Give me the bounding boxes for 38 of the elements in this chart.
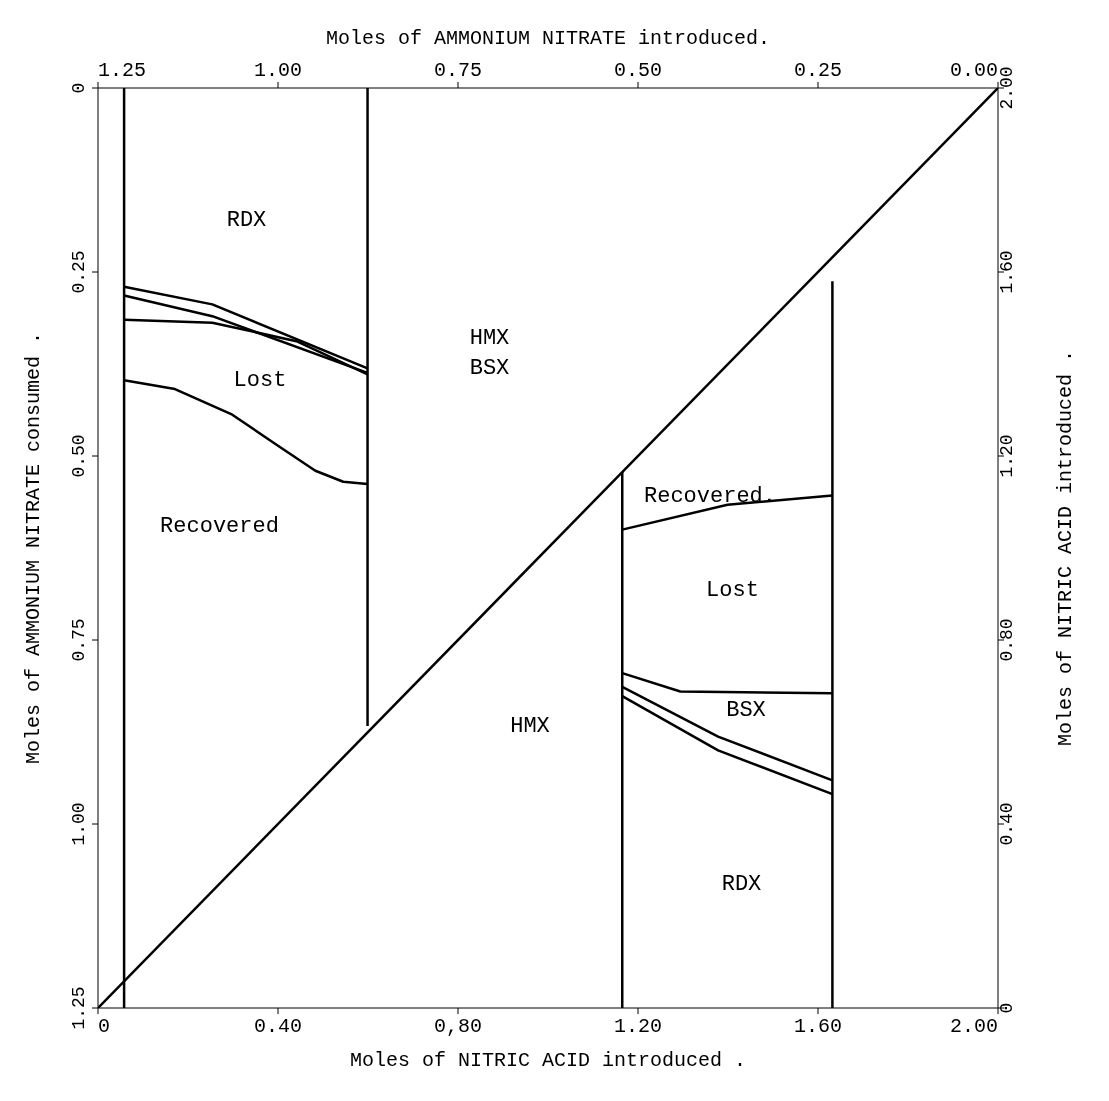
- y2-tick-label: 0: [997, 1002, 1017, 1014]
- x2-tick-label: 1.00: [253, 59, 303, 82]
- y-tick-label: 1.00: [69, 802, 89, 846]
- annotation: HMX: [469, 326, 510, 352]
- y-tick-label: 1.25: [69, 986, 89, 1030]
- annotation: Recovered.: [643, 483, 777, 509]
- x2-tick-label: 0.25: [793, 59, 843, 82]
- annotation: RDX: [721, 871, 762, 897]
- y2-tick-label: 0.40: [997, 802, 1017, 846]
- y2-tick-label: 2.00: [997, 66, 1017, 110]
- x-axis-title: Moles of NITRIC ACID introduced .: [349, 1049, 747, 1072]
- y-tick-label: 0.25: [69, 250, 89, 294]
- y2-axis-title: Moles of NITRIC ACID introduced .: [1054, 349, 1078, 747]
- x-tick-label: 0.40: [253, 1015, 303, 1038]
- annotation: RDX: [226, 208, 267, 234]
- x-tick-label: 1.60: [793, 1015, 843, 1038]
- annotation: BSX: [469, 355, 510, 381]
- y-axis-title: Moles of AMMONIUM NITRATE consumed .: [22, 331, 46, 765]
- x-tick-label: 1.20: [613, 1015, 663, 1038]
- annotation: Lost: [233, 367, 287, 393]
- x-tick-label: 2.00: [949, 1015, 998, 1038]
- x-tick-label: 0,80: [433, 1015, 483, 1038]
- y-tick-label: 0.50: [69, 434, 89, 478]
- y-tick-label: 0.75: [69, 618, 89, 662]
- y2-tick-label: 1.60: [997, 250, 1017, 294]
- annotation: Lost: [706, 578, 759, 604]
- annotation: HMX: [510, 713, 550, 739]
- y2-tick-label: 1.20: [997, 434, 1017, 478]
- x2-tick-label: 1.25: [98, 59, 147, 82]
- x2-tick-label: 0.75: [433, 59, 483, 82]
- annotation: Recovered: [160, 513, 279, 539]
- annotation: BSX: [726, 697, 766, 723]
- y-tick-label: 0: [69, 82, 89, 94]
- x2-tick-label: 0.50: [613, 59, 663, 82]
- x-tick-label: 0: [98, 1015, 111, 1038]
- x2-tick-label: 0.00: [949, 59, 998, 82]
- x2-axis-title: Moles of AMMONIUM NITRATE introduced.: [325, 27, 771, 51]
- y2-tick-label: 0.80: [997, 618, 1017, 662]
